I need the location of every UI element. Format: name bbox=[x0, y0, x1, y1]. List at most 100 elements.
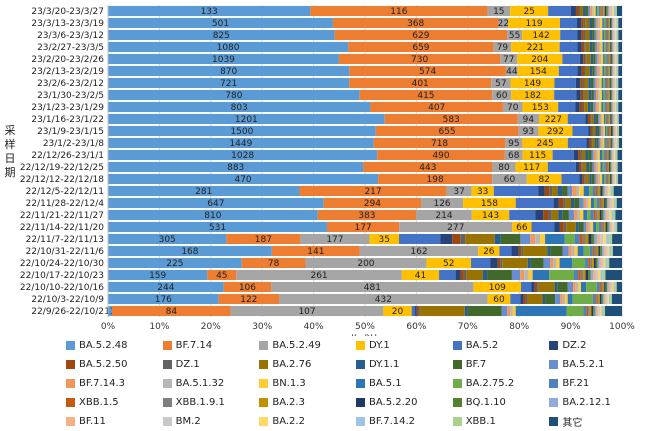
bar-segment bbox=[607, 41, 609, 53]
bar-segment bbox=[384, 113, 518, 125]
bar-segment bbox=[596, 305, 599, 317]
bar-segment bbox=[614, 161, 616, 173]
bar-segment bbox=[613, 173, 615, 185]
legend-item: DZ.2 bbox=[549, 340, 646, 351]
bar-segment bbox=[334, 29, 508, 41]
bar-segment bbox=[594, 233, 598, 245]
bar-segment bbox=[599, 149, 603, 161]
bar-segment bbox=[603, 185, 606, 197]
bar-segment bbox=[349, 65, 506, 77]
bar-segment bbox=[609, 173, 611, 185]
bar-segment bbox=[375, 125, 519, 137]
bar-segment bbox=[595, 293, 597, 305]
bar-segment bbox=[593, 77, 596, 89]
bar-segment bbox=[606, 77, 608, 89]
bar-segment bbox=[608, 293, 611, 305]
legend-item: 其它 bbox=[549, 414, 646, 429]
bar-segment bbox=[498, 17, 509, 29]
bar-segment bbox=[507, 305, 511, 317]
bar-segment bbox=[617, 41, 619, 53]
bar-segment bbox=[606, 101, 608, 113]
bar-segment bbox=[399, 221, 513, 233]
bar-segment bbox=[594, 197, 597, 209]
bar-segment bbox=[596, 281, 600, 293]
bar-segment bbox=[598, 185, 601, 197]
bar-segment bbox=[271, 281, 474, 293]
data-label: 407 bbox=[428, 103, 445, 113]
bar-segment bbox=[607, 185, 609, 197]
bar-segment bbox=[579, 173, 583, 185]
bar-segment bbox=[611, 173, 613, 185]
data-label: 583 bbox=[443, 115, 460, 125]
legend-swatch bbox=[549, 341, 559, 350]
y-tick-label: 23/1/30-23/2/5 bbox=[37, 91, 104, 101]
legend-label: BN.1.3 bbox=[272, 378, 306, 389]
bar-segment bbox=[600, 281, 603, 293]
bar-segment bbox=[517, 53, 563, 65]
legend-item: BA.2.3 bbox=[259, 397, 356, 408]
data-label: 1449 bbox=[229, 139, 252, 149]
bar-segment bbox=[610, 173, 612, 185]
bar-segment bbox=[607, 17, 609, 29]
bar-segment bbox=[592, 293, 596, 305]
bar-segment bbox=[558, 197, 564, 209]
bar-segment bbox=[609, 149, 611, 161]
bar-segment bbox=[517, 113, 539, 125]
bar-segment bbox=[588, 137, 592, 149]
bar-segment bbox=[463, 269, 467, 281]
bar-segment bbox=[557, 281, 568, 293]
data-label: 22 bbox=[498, 19, 509, 29]
bar-segment bbox=[590, 257, 593, 269]
bar-segment bbox=[594, 65, 597, 77]
bar-segment bbox=[471, 209, 510, 221]
bar-segment bbox=[594, 173, 597, 185]
legend-label: BF.7.14.3 bbox=[79, 378, 125, 389]
bar-segment bbox=[579, 53, 584, 65]
data-label: 176 bbox=[155, 295, 172, 305]
legend-label: BA.2.2 bbox=[272, 416, 305, 427]
bar-segment bbox=[585, 41, 590, 53]
bar-segment bbox=[617, 113, 619, 125]
bar-segment bbox=[509, 209, 536, 221]
y-tick-label: 23/2/20-23/2/26 bbox=[31, 55, 104, 65]
bar-segment bbox=[602, 161, 605, 173]
data-label: 107 bbox=[298, 307, 315, 317]
data-label: 37 bbox=[453, 187, 464, 197]
bar-segment bbox=[593, 257, 596, 269]
bar-segment bbox=[574, 197, 580, 209]
bar-segment bbox=[589, 185, 593, 197]
bar-segment bbox=[614, 101, 617, 113]
bar-segment bbox=[377, 149, 505, 161]
bar-segment bbox=[585, 53, 587, 65]
data-label: 780 bbox=[225, 91, 242, 101]
bar-segment bbox=[573, 281, 576, 293]
bar-segment bbox=[577, 17, 582, 29]
legend-swatch bbox=[66, 341, 75, 350]
bar-segment bbox=[575, 5, 579, 17]
data-label: 78 bbox=[268, 259, 280, 269]
legend-item: BA.5.2.20 bbox=[356, 397, 453, 408]
bar-segment bbox=[615, 5, 617, 17]
bar-segment bbox=[612, 113, 614, 125]
data-label: 109 bbox=[489, 283, 506, 293]
bar-segment bbox=[560, 293, 563, 305]
bar-segment bbox=[575, 77, 581, 89]
bar-segment bbox=[440, 233, 453, 245]
bar-segment bbox=[108, 149, 378, 161]
bar-segment bbox=[580, 209, 584, 221]
bar-segment bbox=[616, 17, 618, 29]
bar-segment bbox=[610, 125, 612, 137]
data-label: 281 bbox=[195, 187, 212, 197]
y-tick-label: 22/10/24-22/10/30 bbox=[20, 259, 104, 269]
bar-segment bbox=[561, 173, 580, 185]
legend-item: BF.21 bbox=[549, 378, 646, 389]
bar-segment bbox=[348, 41, 494, 53]
bar-segment bbox=[605, 245, 608, 257]
bar-segment bbox=[618, 53, 622, 65]
bar-segment bbox=[608, 113, 610, 125]
data-label: 368 bbox=[407, 19, 424, 29]
data-label: 149 bbox=[524, 79, 541, 89]
bar-segment bbox=[369, 233, 400, 245]
stacked-bar-chart: 0% 10% 20% 30% 40% 50% 60% 70% 80% 90% 100%133 116 1… bbox=[5, 5, 635, 336]
bar-segment bbox=[602, 113, 604, 125]
